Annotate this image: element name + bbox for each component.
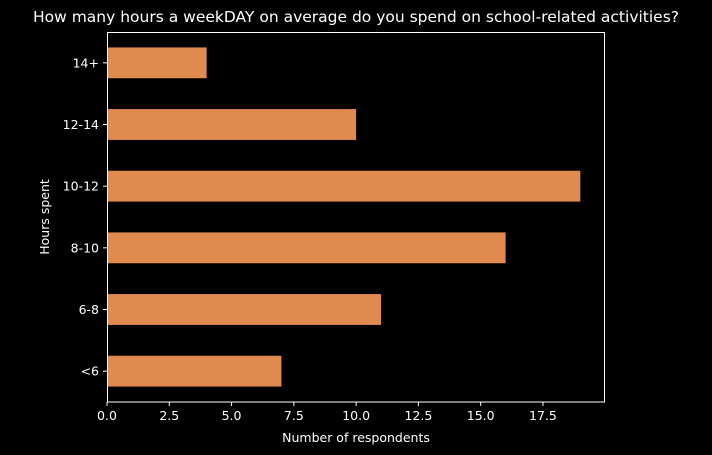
x-tick-label: 12.5 <box>404 408 432 423</box>
bar-10-12 <box>107 170 581 202</box>
bar-12-14 <box>107 109 357 140</box>
axes-layer: <6 6-8 8-10 10-12 12-14 14+ 0.0 2.5 5.0 7.5 10.0 12… <box>63 32 605 423</box>
plot-frame <box>107 32 605 403</box>
y-tick-label: 14+ <box>73 55 99 70</box>
y-tick-label: 12-14 <box>63 117 99 132</box>
bars-layer <box>107 47 581 387</box>
bar-6-8 <box>107 294 382 325</box>
y-tick-label: 10-12 <box>63 179 99 194</box>
y-tick-label: <6 <box>81 364 99 379</box>
x-tick-label: 5.0 <box>222 408 242 423</box>
x-tick-label: 0.0 <box>97 408 117 423</box>
y-axis-label: Hours spent <box>37 179 52 255</box>
y-tick-label: 8-10 <box>71 240 99 255</box>
bar-8-10 <box>107 232 506 264</box>
y-tick-label: 6-8 <box>79 302 99 317</box>
bar-<6 <box>107 355 282 387</box>
chart-title: How many hours a weekDAY on average do y… <box>33 8 679 26</box>
x-tick-label: 7.5 <box>284 408 304 423</box>
bar-14+ <box>107 47 207 79</box>
x-tick-label: 10.0 <box>342 408 370 423</box>
x-axis-label: Number of respondents <box>282 430 430 445</box>
x-tick-label: 15.0 <box>467 408 495 423</box>
x-tick-label: 17.5 <box>529 408 557 423</box>
x-tick-label: 2.5 <box>159 408 179 423</box>
